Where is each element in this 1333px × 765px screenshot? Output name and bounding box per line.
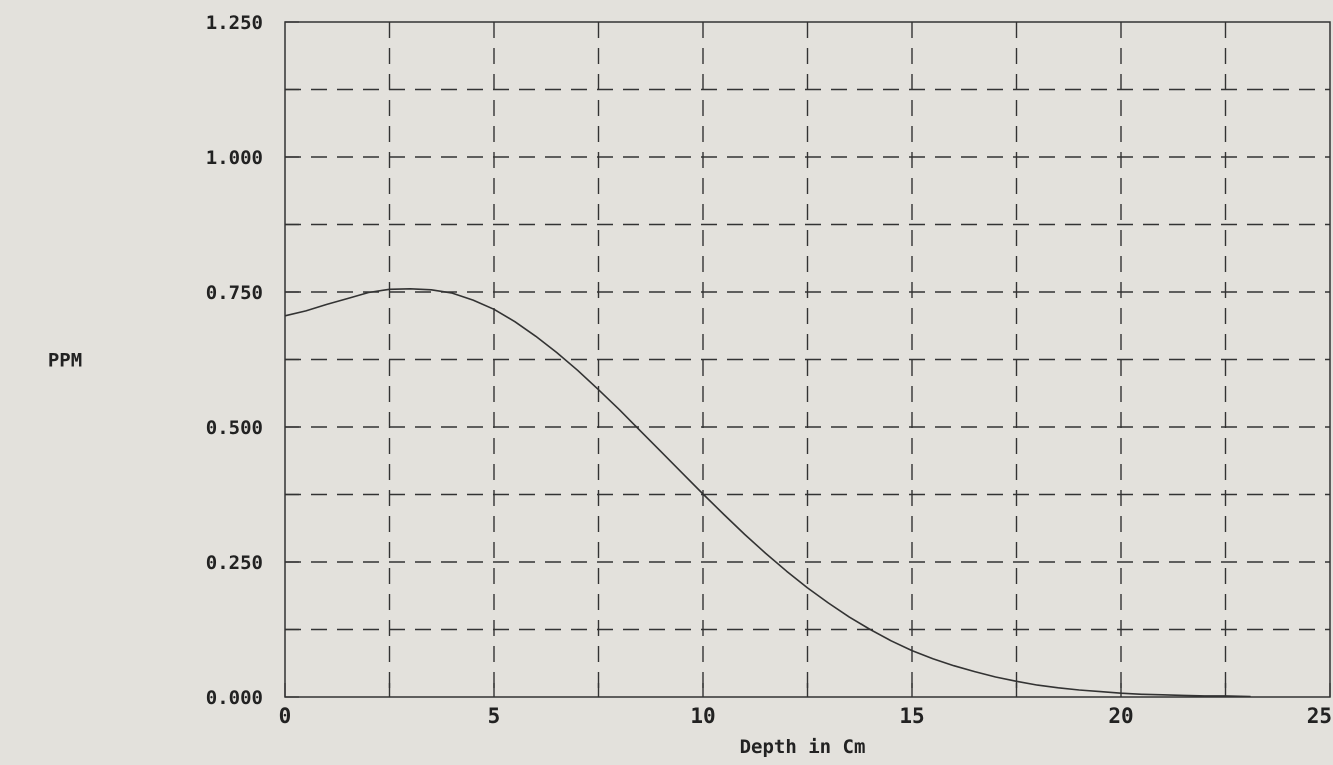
x-tick-label: 10 [690,704,715,728]
series-layer [284,287,1251,698]
x-tick-label: 5 [488,704,501,728]
tick-marks [284,21,1331,698]
y-tick-label: 0.750 [206,282,263,304]
x-tick-label: 0 [279,704,292,728]
x-tick-label: 15 [899,704,924,728]
y-tick-label: 0.250 [206,552,263,574]
y-tick-label: 1.000 [206,147,263,169]
x-tick-label: 25 [1307,704,1332,728]
tick-labels: 0.000 0.250 0.500 0.750 1.000 1.250 0 5 10 15 20 25 [206,12,1332,728]
y-tick-label: 1.250 [206,12,263,34]
x-tick-label: 20 [1108,704,1133,728]
series-line [284,287,1251,698]
x-axis-title: Depth in Cm [740,736,866,758]
y-tick-label: 0.000 [206,687,263,709]
y-axis-title: PPM [48,350,82,372]
grid-lines [285,22,1330,697]
y-tick-label: 0.500 [206,417,263,439]
